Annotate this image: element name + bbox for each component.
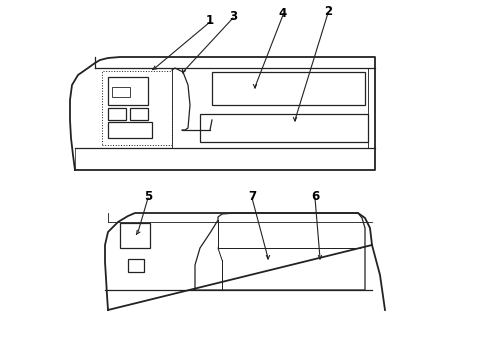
Bar	[102, 71, 172, 145]
Bar	[120, 223, 150, 248]
Bar	[112, 87, 130, 97]
Bar	[200, 114, 368, 142]
Text: 7: 7	[248, 189, 256, 202]
Text: 6: 6	[311, 189, 319, 202]
Bar	[108, 122, 152, 138]
Text: 1: 1	[206, 14, 214, 27]
Text: 2: 2	[324, 5, 332, 18]
Bar	[128, 259, 144, 272]
Text: 4: 4	[279, 6, 287, 19]
Bar	[130, 108, 148, 120]
Bar	[108, 77, 148, 105]
Text: 5: 5	[144, 189, 152, 202]
Bar	[108, 108, 126, 120]
Bar	[212, 72, 365, 105]
Text: 3: 3	[229, 9, 237, 23]
